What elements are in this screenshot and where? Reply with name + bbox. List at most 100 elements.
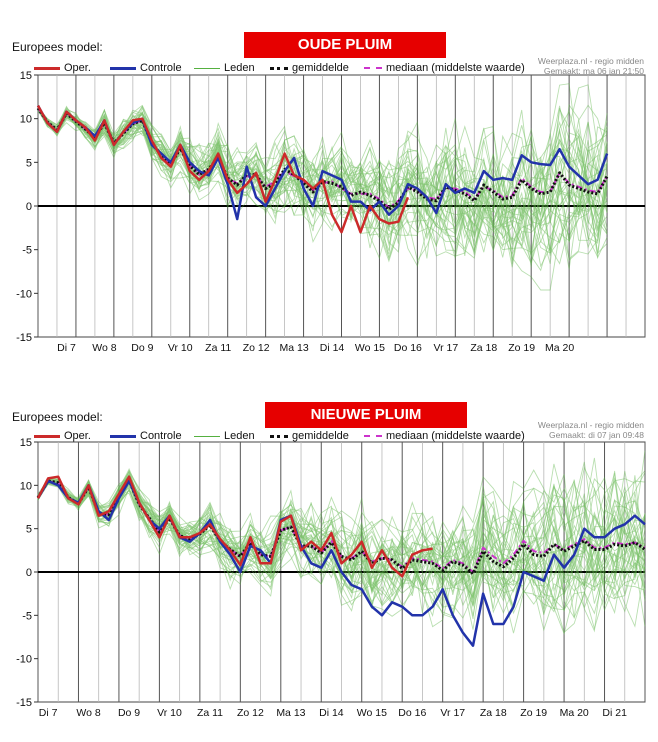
x-day-label: Wo 8 [92,342,116,354]
ensemble-member-line [37,105,608,265]
x-day-label: Wo 15 [355,342,385,354]
x-day-label: Zo 19 [520,707,547,719]
x-day-label: Vr 17 [440,707,465,719]
credit-source: Weerplaza.nl - regio midden [537,420,644,430]
y-tick-label: 0 [26,201,32,213]
ensemble-member-line [37,109,608,256]
legend-label-controle: Controle [140,62,182,74]
ensemble-member-line [37,105,608,252]
legend-oper: Oper. [34,430,91,442]
ensemble-member-line [37,474,646,615]
legend-controle: Controle [110,62,182,74]
legend-swatch-controle [110,434,136,438]
y-tick-label: -5 [22,610,32,622]
credit-text: Weerplaza.nl - regio midden Gemaakt: di … [538,420,644,440]
y-tick-label: -15 [16,697,32,709]
plume-chart-new: 15 10 5 0 -5 -10 -15 Di 7 Wo 8 Do 9 Vr 10 Za 11 Zo 1… [16,437,646,719]
x-day-label: Za 11 [205,342,231,354]
legend-controle: Controle [110,430,182,442]
ensemble-member-line [37,469,646,619]
plume-panel-new: 15 10 5 0 -5 -10 -15 Di 7 Wo 8 Do 9 Vr 10 Za 11 Zo 1… [0,400,658,742]
x-day-label: Vr 10 [157,707,182,719]
model-label: Europees model: [12,40,103,54]
ensemble-member-line [37,104,608,254]
ensemble-member-line [37,469,646,610]
legend-label-mediaan: mediaan (middelste waarde) [386,62,525,74]
legend-label-oper: Oper. [64,62,91,74]
x-day-label: Ma 20 [545,342,574,354]
legend-gemiddelde: gemiddelde [270,62,349,74]
credit-created: Gemaakt: di 07 jan 09:48 [549,430,644,440]
ensemble-member-line [37,475,646,609]
x-day-label: Vr 10 [168,342,193,354]
legend-mediaan: mediaan (middelste waarde) [364,430,525,442]
legend-swatch-oper [34,66,60,70]
series-line-mediaan [37,107,608,209]
legend-oper: Oper. [34,62,91,74]
legend-label-leden: Leden [224,62,255,74]
series-line-oper [36,475,433,578]
ensemble-member-line [37,450,646,636]
credit-created: Gemaakt: ma 06 jan 21:50 [543,66,644,76]
legend-swatch-mediaan [364,67,382,69]
y-tick-label: 15 [20,437,32,449]
ensemble-member-line [37,107,608,238]
ensemble-member-line [37,84,608,256]
legend-gemiddelde: gemiddelde [270,430,349,442]
credit-source: Weerplaza.nl - regio midden [537,56,644,66]
x-day-label: Za 11 [197,707,223,719]
legend-label-mediaan: mediaan (middelste waarde) [386,430,525,442]
ensemble-member-line [37,479,646,599]
y-tick-label: 0 [26,567,32,579]
ensemble-member-line [37,476,646,628]
x-day-label: Za 18 [470,342,497,354]
x-day-label: Di 21 [602,707,627,719]
ensemble-member-line [37,109,608,262]
ensemble-member-line [37,479,646,630]
model-label: Europees model: [12,410,103,424]
plume-chart-old: 15 10 5 0 -5 -10 -15 Di 7 Wo 8 Do 9 Vr 10 Za 11 Zo 1… [16,70,646,354]
y-tick-label: 5 [26,157,32,169]
ensemble-member-line [37,106,608,268]
ensemble-member-line [37,83,608,251]
y-tick-label: 15 [20,70,32,82]
legend-swatch-leden [194,435,220,437]
ensemble-member-line [37,480,646,597]
legend-leden: Leden [194,430,255,442]
x-day-label: Zo 12 [243,342,270,354]
x-day-label: Zo 19 [508,342,535,354]
ensemble-member-line [37,107,608,268]
x-day-label: Di 14 [320,342,345,354]
ensemble-member-line [37,479,646,627]
series-line-oper [36,105,410,234]
y-tick-label: 5 [26,524,32,536]
x-day-label: Di 7 [39,707,58,719]
ensemble-member-line [37,110,608,244]
x-day-label: Zo 12 [237,707,264,719]
x-day-label: Vr 17 [433,342,458,354]
ensemble-member-line [37,471,646,614]
series-line-controle [36,105,609,221]
ensemble-member-line [37,477,646,600]
y-tick-label: -10 [16,654,32,666]
x-day-label: Ma 20 [560,707,589,719]
credit-text: Weerplaza.nl - regio midden Gemaakt: ma … [538,56,644,76]
legend-label-controle: Controle [140,430,182,442]
x-day-label: Wo 8 [76,707,100,719]
ensemble-member-line [37,475,646,617]
ensemble-member-line [37,109,608,265]
y-tick-label: 10 [20,114,32,126]
legend-swatch-oper [34,434,60,438]
legend-mediaan: mediaan (middelste waarde) [364,62,525,74]
banner-new-plume: NIEUWE PLUIM [265,402,467,428]
ensemble-member-line [37,475,646,609]
legend-label-oper: Oper. [64,430,91,442]
legend-label-gemiddelde: gemiddelde [292,430,349,442]
x-day-label: Di 7 [57,342,76,354]
x-day-label: Ma 13 [279,342,308,354]
banner-old-plume: OUDE PLUIM [244,32,446,58]
ensemble-member-line [37,474,646,618]
ensemble-member-line [37,474,646,616]
ensemble-member-line [37,457,646,619]
ensemble-member-line [37,477,646,612]
